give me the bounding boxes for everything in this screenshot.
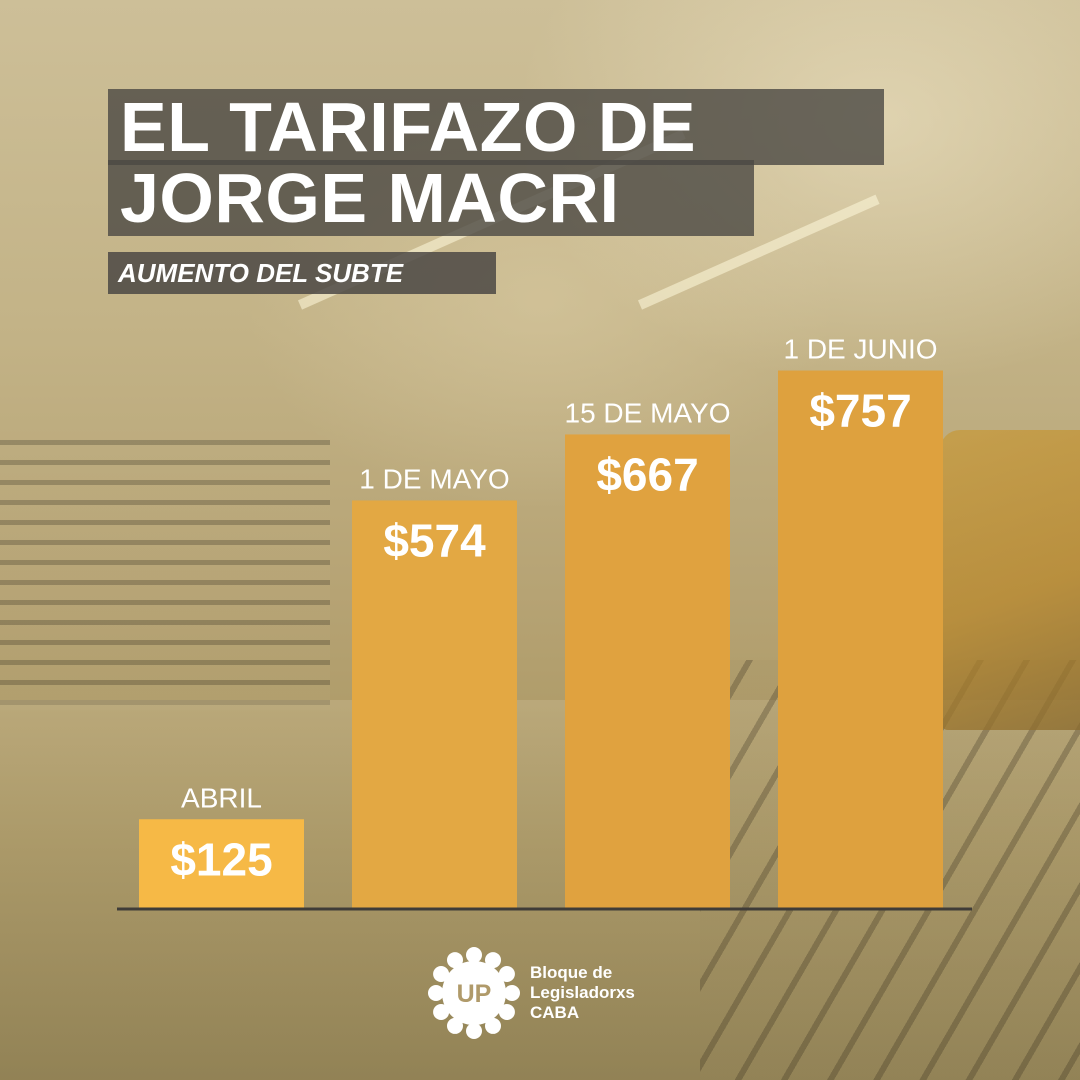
badge-ray <box>498 1004 515 1020</box>
badge-ray <box>504 985 520 1001</box>
up-logo: UP Bloque de Legisladorxs CABA <box>426 945 666 1045</box>
badge-ray <box>433 966 450 982</box>
logo-badge-text: UP <box>457 980 492 1008</box>
badge-ray <box>447 952 463 969</box>
badge-ray <box>485 952 501 969</box>
stairs-background <box>0 440 330 710</box>
bar-value-label: $574 <box>383 514 486 566</box>
title-line-2: JORGE MACRI <box>108 160 754 236</box>
bar-value-label: $125 <box>170 833 272 885</box>
bar-category-label: 1 DE JUNIO <box>783 334 937 365</box>
bar-1 <box>139 819 304 908</box>
badge-ray <box>428 985 444 1001</box>
bar-category-label: 15 DE MAYO <box>565 397 731 428</box>
bar-2 <box>352 500 517 908</box>
bar-3 <box>565 434 730 908</box>
bar-4 <box>778 370 943 908</box>
badge-ray <box>485 1017 501 1034</box>
up-badge-icon: UP <box>428 947 520 1039</box>
badge-ray <box>498 966 515 982</box>
subway-train-background <box>940 430 1080 730</box>
logo-text: Bloque de Legisladorxs CABA <box>530 963 670 1023</box>
bar-category-label: ABRIL <box>181 782 262 813</box>
badge-ray <box>466 947 482 963</box>
logo-line-2: Legisladorxs <box>530 983 635 1002</box>
bar-category-label: 1 DE MAYO <box>359 463 509 494</box>
logo-line-1: Bloque de <box>530 963 613 982</box>
title-line-1: EL TARIFAZO DE <box>108 89 884 165</box>
badge-ray <box>447 1017 463 1034</box>
badge-ray <box>433 1004 450 1020</box>
logo-line-3: CABA <box>530 1003 580 1022</box>
badge-ray <box>466 1023 482 1039</box>
bar-value-label: $667 <box>596 448 698 500</box>
bar-value-label: $757 <box>809 385 911 437</box>
subtitle: AUMENTO DEL SUBTE <box>108 252 496 294</box>
